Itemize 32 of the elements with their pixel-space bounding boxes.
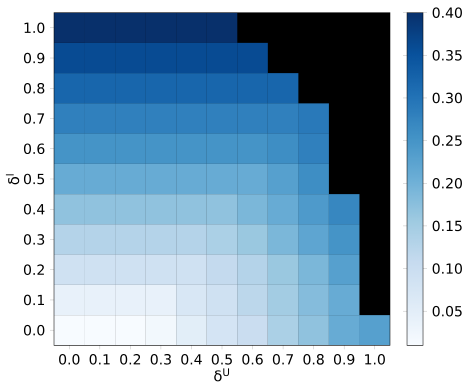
- color-bar-label: 0.25: [432, 135, 462, 146]
- y-tick-label: 0.6: [24, 143, 44, 154]
- color-bar-label: 0.05: [432, 306, 462, 316]
- x-tick-label: 0.2: [120, 354, 140, 365]
- y-tick-label: 0.5: [24, 174, 44, 184]
- y-tick-label: 0.9: [24, 52, 44, 64]
- y-tick-label: 1.0: [24, 22, 44, 34]
- y-tick-label: 0.7: [24, 113, 44, 124]
- x-tick-label: 0.6: [242, 354, 263, 365]
- x-tick-label: 0.5: [212, 354, 232, 365]
- x-tick-label: 0.8: [303, 354, 324, 365]
- y-tick-label: 0.8: [24, 82, 44, 94]
- y-tick-label: 0.1: [24, 294, 44, 306]
- x-tick-label: 0.4: [181, 354, 202, 365]
- color-bar-label: 0.40: [432, 7, 462, 18]
- x-axis-title: δ$^{U}$: [214, 368, 230, 382]
- x-tick-label: 0.0: [59, 354, 80, 365]
- color-bar-label: 0.30: [432, 92, 462, 104]
- color-bar-label: 0.35: [432, 50, 462, 61]
- y-axis-title: δ$^{l}$: [6, 174, 20, 184]
- x-tick-label: 1.0: [365, 354, 385, 365]
- color-bar-label: 0.20: [432, 178, 462, 189]
- x-tick-label: 0.7: [272, 354, 294, 365]
- y-tick-label: 0.3: [24, 234, 44, 245]
- x-tick-label: 0.1: [90, 354, 110, 365]
- x-tick-label: 0.3: [150, 354, 171, 365]
- x-tick-label: 0.9: [334, 354, 354, 365]
- y-tick-label: 0.0: [24, 324, 44, 336]
- color-bar-label: 0.15: [432, 220, 462, 232]
- color-bar-label: 0.10: [432, 263, 462, 274]
- y-tick-label: 0.2: [24, 264, 44, 275]
- y-tick-label: 0.4: [24, 204, 44, 215]
